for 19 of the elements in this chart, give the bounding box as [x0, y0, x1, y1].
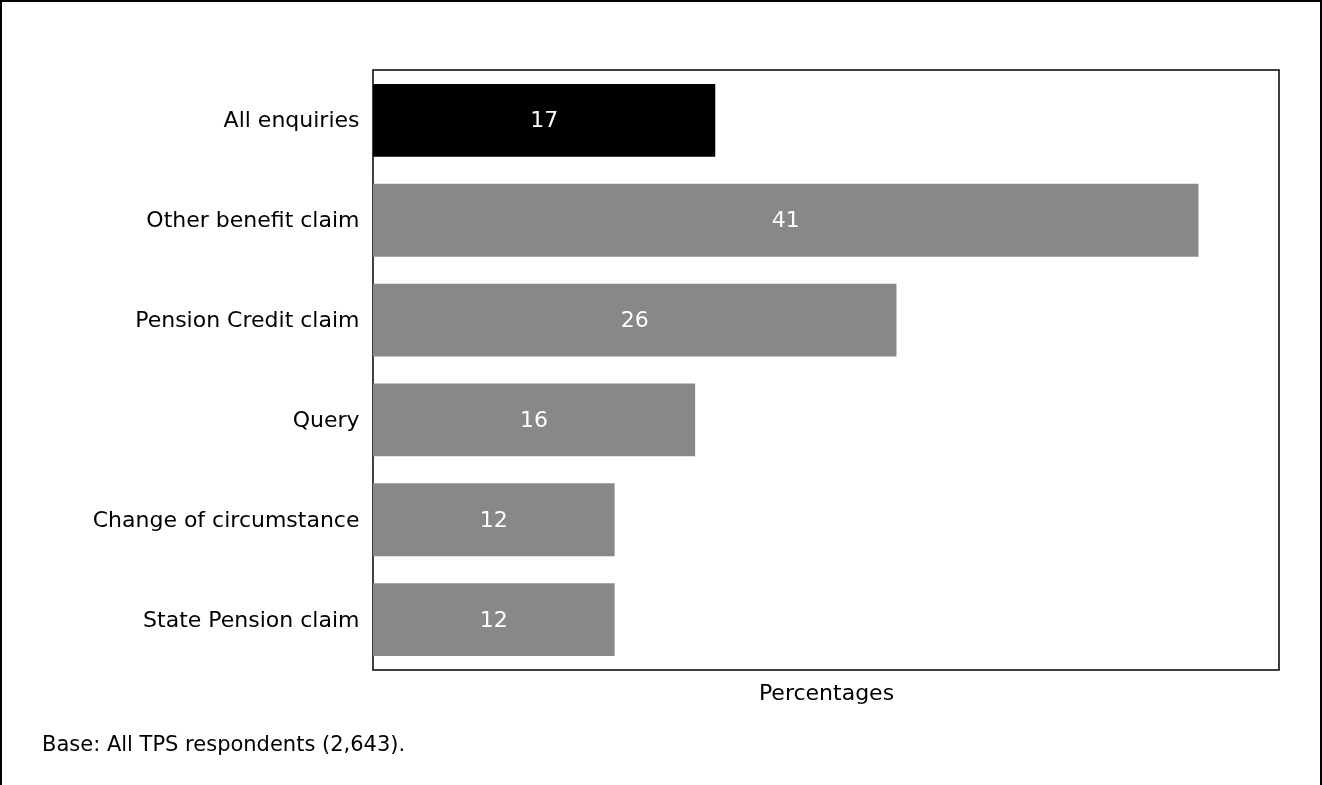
y-tick-label: Query [292, 406, 360, 432]
bar [373, 483, 615, 557]
data-label: 16 [520, 406, 549, 432]
y-tick-label: State Pension claim [143, 606, 360, 632]
data-label: 17 [530, 107, 559, 133]
text: Base: All TPS respondents (2,643). [42, 732, 406, 756]
data-label: 41 [771, 207, 800, 233]
y-tick-label: Change of circumstance [92, 506, 360, 532]
data-label: 26 [620, 307, 649, 333]
data-label: 12 [479, 606, 508, 632]
y-tick-label: Other benefit claim [146, 207, 360, 233]
y-tick-label: Pension Credit claim [135, 307, 360, 333]
x-axis-title: Percentages [758, 679, 895, 705]
bar [373, 383, 696, 457]
bar [373, 183, 1199, 257]
bar [373, 283, 897, 357]
y-tick-label: All enquiries [223, 107, 360, 133]
data-label: 12 [479, 506, 508, 532]
bar [373, 583, 615, 657]
